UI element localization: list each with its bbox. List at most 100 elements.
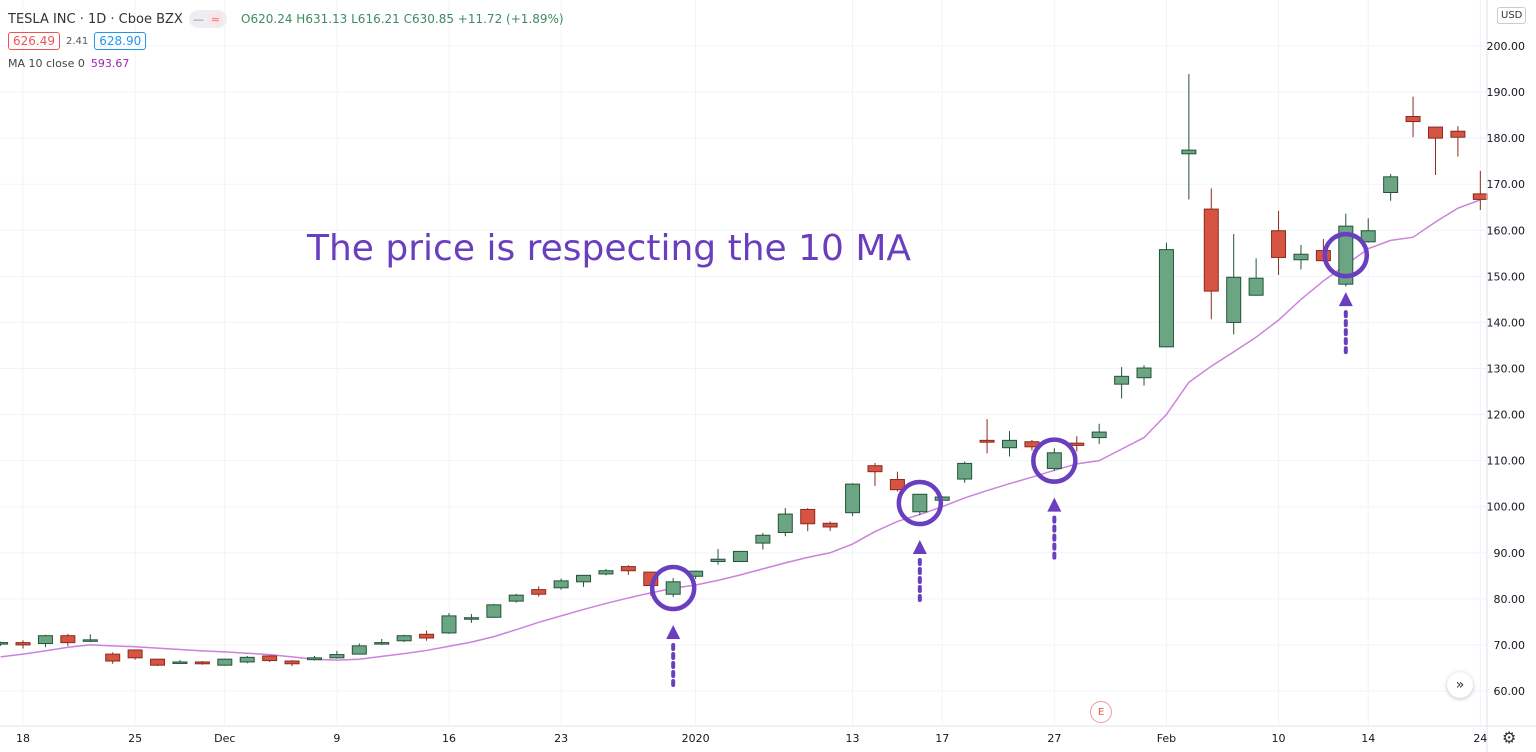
x-tick-label: 14 — [1361, 732, 1375, 745]
spread: 2.41 — [66, 35, 89, 47]
candle — [127, 649, 143, 660]
candle — [957, 461, 973, 483]
candle — [351, 643, 367, 655]
minus-icon[interactable]: — — [192, 12, 204, 26]
candle-body — [172, 661, 188, 664]
candle — [1091, 423, 1107, 445]
candle-body — [486, 604, 502, 618]
candle — [912, 493, 928, 515]
candle-body — [755, 534, 771, 544]
candle — [172, 660, 188, 664]
candle — [1383, 174, 1399, 201]
candle — [441, 613, 457, 634]
y-tick-label: 130.00 — [1487, 362, 1526, 375]
candle-body — [777, 513, 793, 533]
candle-body — [531, 589, 547, 595]
candle-body — [239, 656, 255, 663]
symbol-title[interactable]: TESLA INC · 1D · Cboe BZX — [8, 11, 183, 27]
highlight-circle — [1031, 437, 1078, 484]
candle — [396, 634, 412, 643]
gear-icon[interactable]: ⚙ — [1502, 728, 1517, 747]
x-tick-label: 17 — [935, 732, 949, 745]
legend-toggle[interactable]: — ≈ — [188, 10, 228, 28]
y-tick-label: 190.00 — [1487, 86, 1526, 99]
y-tick-label: 140.00 — [1487, 316, 1526, 329]
candle-body — [1002, 439, 1017, 449]
candle — [1360, 218, 1376, 243]
candle-body — [1405, 115, 1421, 123]
annotation-marks — [649, 231, 1370, 692]
candle-body — [1271, 230, 1287, 258]
candle — [1271, 210, 1287, 275]
candle — [60, 633, 76, 646]
y-tick-label: 80.00 — [1494, 593, 1526, 606]
candle — [217, 658, 233, 666]
candle-body — [396, 635, 412, 642]
approx-icon[interactable]: ≈ — [207, 12, 224, 26]
currency-button[interactable]: USD — [1497, 7, 1527, 24]
y-tick-label: 150.00 — [1487, 270, 1526, 283]
y-tick-label: 110.00 — [1487, 455, 1526, 468]
candle-body — [845, 483, 861, 514]
candle — [1450, 126, 1466, 157]
candle-body — [82, 639, 98, 642]
y-tick-label: 90.00 — [1494, 547, 1526, 560]
x-tick-label: 2020 — [682, 732, 710, 745]
candle-body — [957, 462, 973, 480]
candle-body — [60, 635, 76, 644]
candle-body — [37, 635, 53, 645]
indicator-label[interactable]: MA 10 close 0 — [8, 56, 85, 70]
ma-10-line — [0, 199, 1481, 661]
candle-body — [194, 661, 210, 665]
candle — [732, 550, 748, 563]
candle — [1136, 365, 1152, 386]
price-axis[interactable]: 200.00 190.00 180.00 170.00 160.00 150.00 140.… — [1487, 40, 1526, 698]
y-tick-label: 180.00 — [1487, 132, 1526, 145]
arrow-up-icon — [1047, 497, 1062, 512]
candle-body — [351, 645, 367, 655]
candle — [800, 508, 816, 532]
ask-price[interactable]: 628.90 — [94, 32, 147, 50]
highlight-circle — [649, 564, 697, 612]
candle-body — [710, 558, 726, 563]
candle — [576, 574, 592, 587]
arrow-up-icon — [1338, 292, 1353, 307]
bid-price[interactable]: 626.49 — [8, 32, 60, 50]
candle-body — [284, 660, 300, 665]
candle-body — [665, 581, 681, 595]
candle-body — [1114, 375, 1130, 385]
candle-body — [217, 658, 233, 666]
candle-body — [1293, 253, 1309, 261]
candle — [867, 462, 883, 486]
candle-body — [576, 574, 592, 583]
chart-legend: TESLA INC · 1D · Cboe BZX — ≈ O620.24 H6… — [8, 8, 564, 74]
candle-body — [1069, 442, 1085, 446]
earnings-marker[interactable]: E — [1090, 701, 1112, 723]
candle-body — [105, 653, 121, 662]
candle — [82, 634, 98, 643]
candle-body — [620, 566, 636, 572]
candle — [979, 419, 995, 454]
candle — [889, 471, 905, 492]
x-tick-label: 10 — [1272, 732, 1286, 745]
time-axis[interactable]: 18 25 Dec 9 16 23 2020 13 17 27 Feb 10 14 24 — [16, 732, 1487, 745]
candle — [598, 568, 614, 576]
candle-body — [1427, 126, 1443, 139]
scroll-to-realtime-button[interactable]: » — [1447, 672, 1473, 698]
candle — [105, 652, 121, 664]
candle — [755, 532, 771, 550]
candle — [15, 640, 31, 649]
candle-body — [867, 465, 883, 473]
candle — [1158, 242, 1174, 348]
candle — [0, 641, 9, 646]
indicator-value: 593.67 — [90, 56, 130, 70]
y-tick-label: 120.00 — [1487, 409, 1526, 422]
candle — [1114, 367, 1130, 399]
x-tick-label: 9 — [333, 732, 340, 745]
candle-body — [889, 479, 905, 491]
candle-body — [15, 642, 31, 646]
y-tick-label: 200.00 — [1487, 40, 1526, 53]
candle-body — [0, 642, 9, 645]
arrow-up-icon — [666, 625, 681, 640]
